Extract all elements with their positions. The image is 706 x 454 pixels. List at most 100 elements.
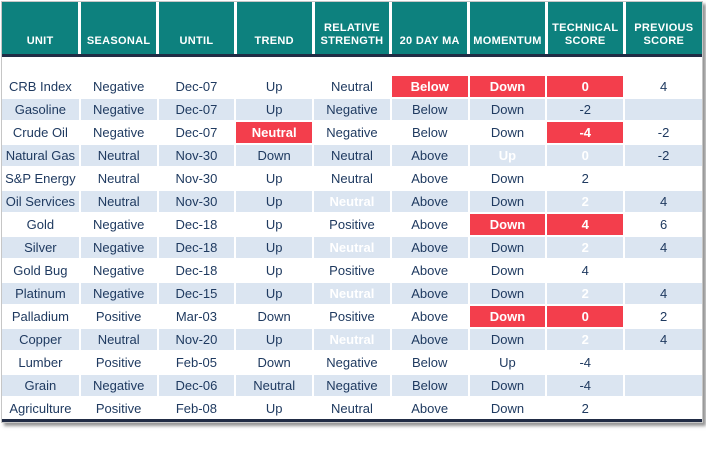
column-header-technical-score: TECHNICAL SCORE <box>544 2 626 57</box>
header-row: UNIT SEASONAL UNTIL TREND RELATIVE STRENGTH 2… <box>2 2 702 57</box>
cell-momentum: Down <box>467 396 548 422</box>
cell-unit: Gold Bug <box>2 258 81 283</box>
cell-technical-score: -2 <box>545 97 626 122</box>
cell-unit: Oil Services <box>2 189 81 214</box>
cell-momentum: Down <box>467 258 548 283</box>
cell-momentum: Up <box>467 350 548 375</box>
cell-trend: Up <box>234 327 315 352</box>
cell-seasonal: Positive <box>78 350 159 375</box>
spacer-cell <box>389 54 470 75</box>
cell-relative-strength: Positive <box>312 304 392 329</box>
cell-seasonal: Negative <box>78 373 159 398</box>
cell-technical-score: 4 <box>545 212 626 237</box>
table-row: Copper Neutral Nov-20 Up Neutral Above Down 2 4 <box>2 327 702 352</box>
table-row: Lumber Positive Feb-05 Down Negative Below Up -… <box>2 350 702 375</box>
cell-until: Feb-05 <box>156 350 237 375</box>
cell-previous-score: 4 <box>623 327 702 352</box>
cell-unit: Natural Gas <box>2 143 81 168</box>
cell-trend: Neutral <box>234 373 315 398</box>
cell-previous-score <box>623 258 702 283</box>
cell-momentum: Down <box>467 74 548 99</box>
cell-momentum: Down <box>467 235 548 260</box>
cell-relative-strength: Neutral <box>312 327 392 352</box>
cell-trend: Up <box>234 74 315 99</box>
cell-20-day-ma: Above <box>389 281 470 306</box>
cell-20-day-ma: Above <box>389 235 470 260</box>
cell-previous-score <box>623 166 702 191</box>
cell-technical-score: 2 <box>545 396 626 422</box>
cell-seasonal: Negative <box>78 120 159 145</box>
cell-momentum: Down <box>467 189 548 214</box>
cell-technical-score: 0 <box>545 304 626 329</box>
cell-technical-score: -4 <box>545 350 626 375</box>
table-header: UNIT SEASONAL UNTIL TREND RELATIVE STRENGTH 2… <box>2 2 702 57</box>
cell-previous-score: -2 <box>623 143 702 168</box>
cell-momentum: Down <box>467 281 548 306</box>
column-header-unit: UNIT <box>2 2 82 57</box>
cell-trend: Up <box>234 281 315 306</box>
cell-relative-strength: Neutral <box>312 235 392 260</box>
cell-until: Dec-07 <box>156 74 237 99</box>
cell-unit: Gold <box>2 212 81 237</box>
cell-technical-score: 2 <box>545 189 626 214</box>
cell-technical-score: 2 <box>545 166 626 191</box>
cell-seasonal: Neutral <box>78 327 159 352</box>
table-row: Platinum Negative Dec-15 Up Neutral Above Down… <box>2 281 702 306</box>
column-header-relative-strength: RELATIVE STRENGTH <box>311 2 393 57</box>
spacer-cell <box>234 54 315 75</box>
spacer-cell <box>467 54 548 75</box>
cell-momentum: Down <box>467 120 548 145</box>
table-frame: UNIT SEASONAL UNTIL TREND RELATIVE STRENGTH 2… <box>1 1 703 423</box>
cell-20-day-ma: Above <box>389 304 470 329</box>
cell-relative-strength: Neutral <box>312 281 392 306</box>
table-row: Gold Negative Dec-18 Up Positive Above Down 4 6 <box>2 212 702 237</box>
cell-unit: Platinum <box>2 281 81 306</box>
cell-until: Mar-03 <box>156 304 237 329</box>
cell-trend: Down <box>234 304 315 329</box>
cell-unit: Palladium <box>2 304 81 329</box>
cell-until: Feb-08 <box>156 396 237 422</box>
cell-momentum: Down <box>467 212 548 237</box>
cell-technical-score: 2 <box>545 235 626 260</box>
cell-technical-score: 2 <box>545 281 626 306</box>
cell-trend: Down <box>234 350 315 375</box>
cell-previous-score: 4 <box>623 74 702 99</box>
cell-unit: Copper <box>2 327 81 352</box>
cell-seasonal: Negative <box>78 212 159 237</box>
table-row: Palladium Positive Mar-03 Down Positive Above… <box>2 304 702 329</box>
column-header-previous-score: PREVIOUS SCORE <box>622 2 702 57</box>
cell-20-day-ma: Below <box>389 373 470 398</box>
cell-momentum: Up <box>467 143 548 168</box>
cell-previous-score: 2 <box>623 304 702 329</box>
table-row: Grain Negative Dec-06 Neutral Negative Below D… <box>2 373 702 398</box>
spacer-cell <box>312 54 392 75</box>
cell-until: Nov-30 <box>156 166 237 191</box>
cell-technical-score: -4 <box>545 120 626 145</box>
table-row: Agriculture Positive Feb-08 Up Neutral Above D… <box>2 396 702 422</box>
spacer-cell <box>2 54 81 75</box>
cell-until: Nov-30 <box>156 143 237 168</box>
column-header-seasonal: SEASONAL <box>78 2 160 57</box>
cell-until: Dec-18 <box>156 235 237 260</box>
cell-until: Nov-20 <box>156 327 237 352</box>
cell-momentum: Down <box>467 373 548 398</box>
cell-unit: Crude Oil <box>2 120 81 145</box>
cell-seasonal: Negative <box>78 281 159 306</box>
cell-momentum: Down <box>467 166 548 191</box>
cell-relative-strength: Negative <box>312 373 392 398</box>
cell-previous-score: -2 <box>623 120 702 145</box>
cell-trend: Up <box>234 235 315 260</box>
cell-20-day-ma: Below <box>389 120 470 145</box>
cell-seasonal: Negative <box>78 235 159 260</box>
cell-trend: Up <box>234 166 315 191</box>
table-row: Crude Oil Negative Dec-07 Neutral Negative Be… <box>2 120 702 145</box>
cell-unit: Silver <box>2 235 81 260</box>
cell-seasonal: Neutral <box>78 189 159 214</box>
commodity-technical-table: UNIT SEASONAL UNTIL TREND RELATIVE STRENGTH 2… <box>2 2 702 422</box>
cell-relative-strength: Negative <box>312 120 392 145</box>
table-row: Natural Gas Neutral Nov-30 Down Neutral Above… <box>2 143 702 168</box>
cell-unit: S&P Energy <box>2 166 81 191</box>
spacer-cell <box>545 54 626 75</box>
cell-previous-score: 6 <box>623 212 702 237</box>
cell-previous-score: 4 <box>623 235 702 260</box>
